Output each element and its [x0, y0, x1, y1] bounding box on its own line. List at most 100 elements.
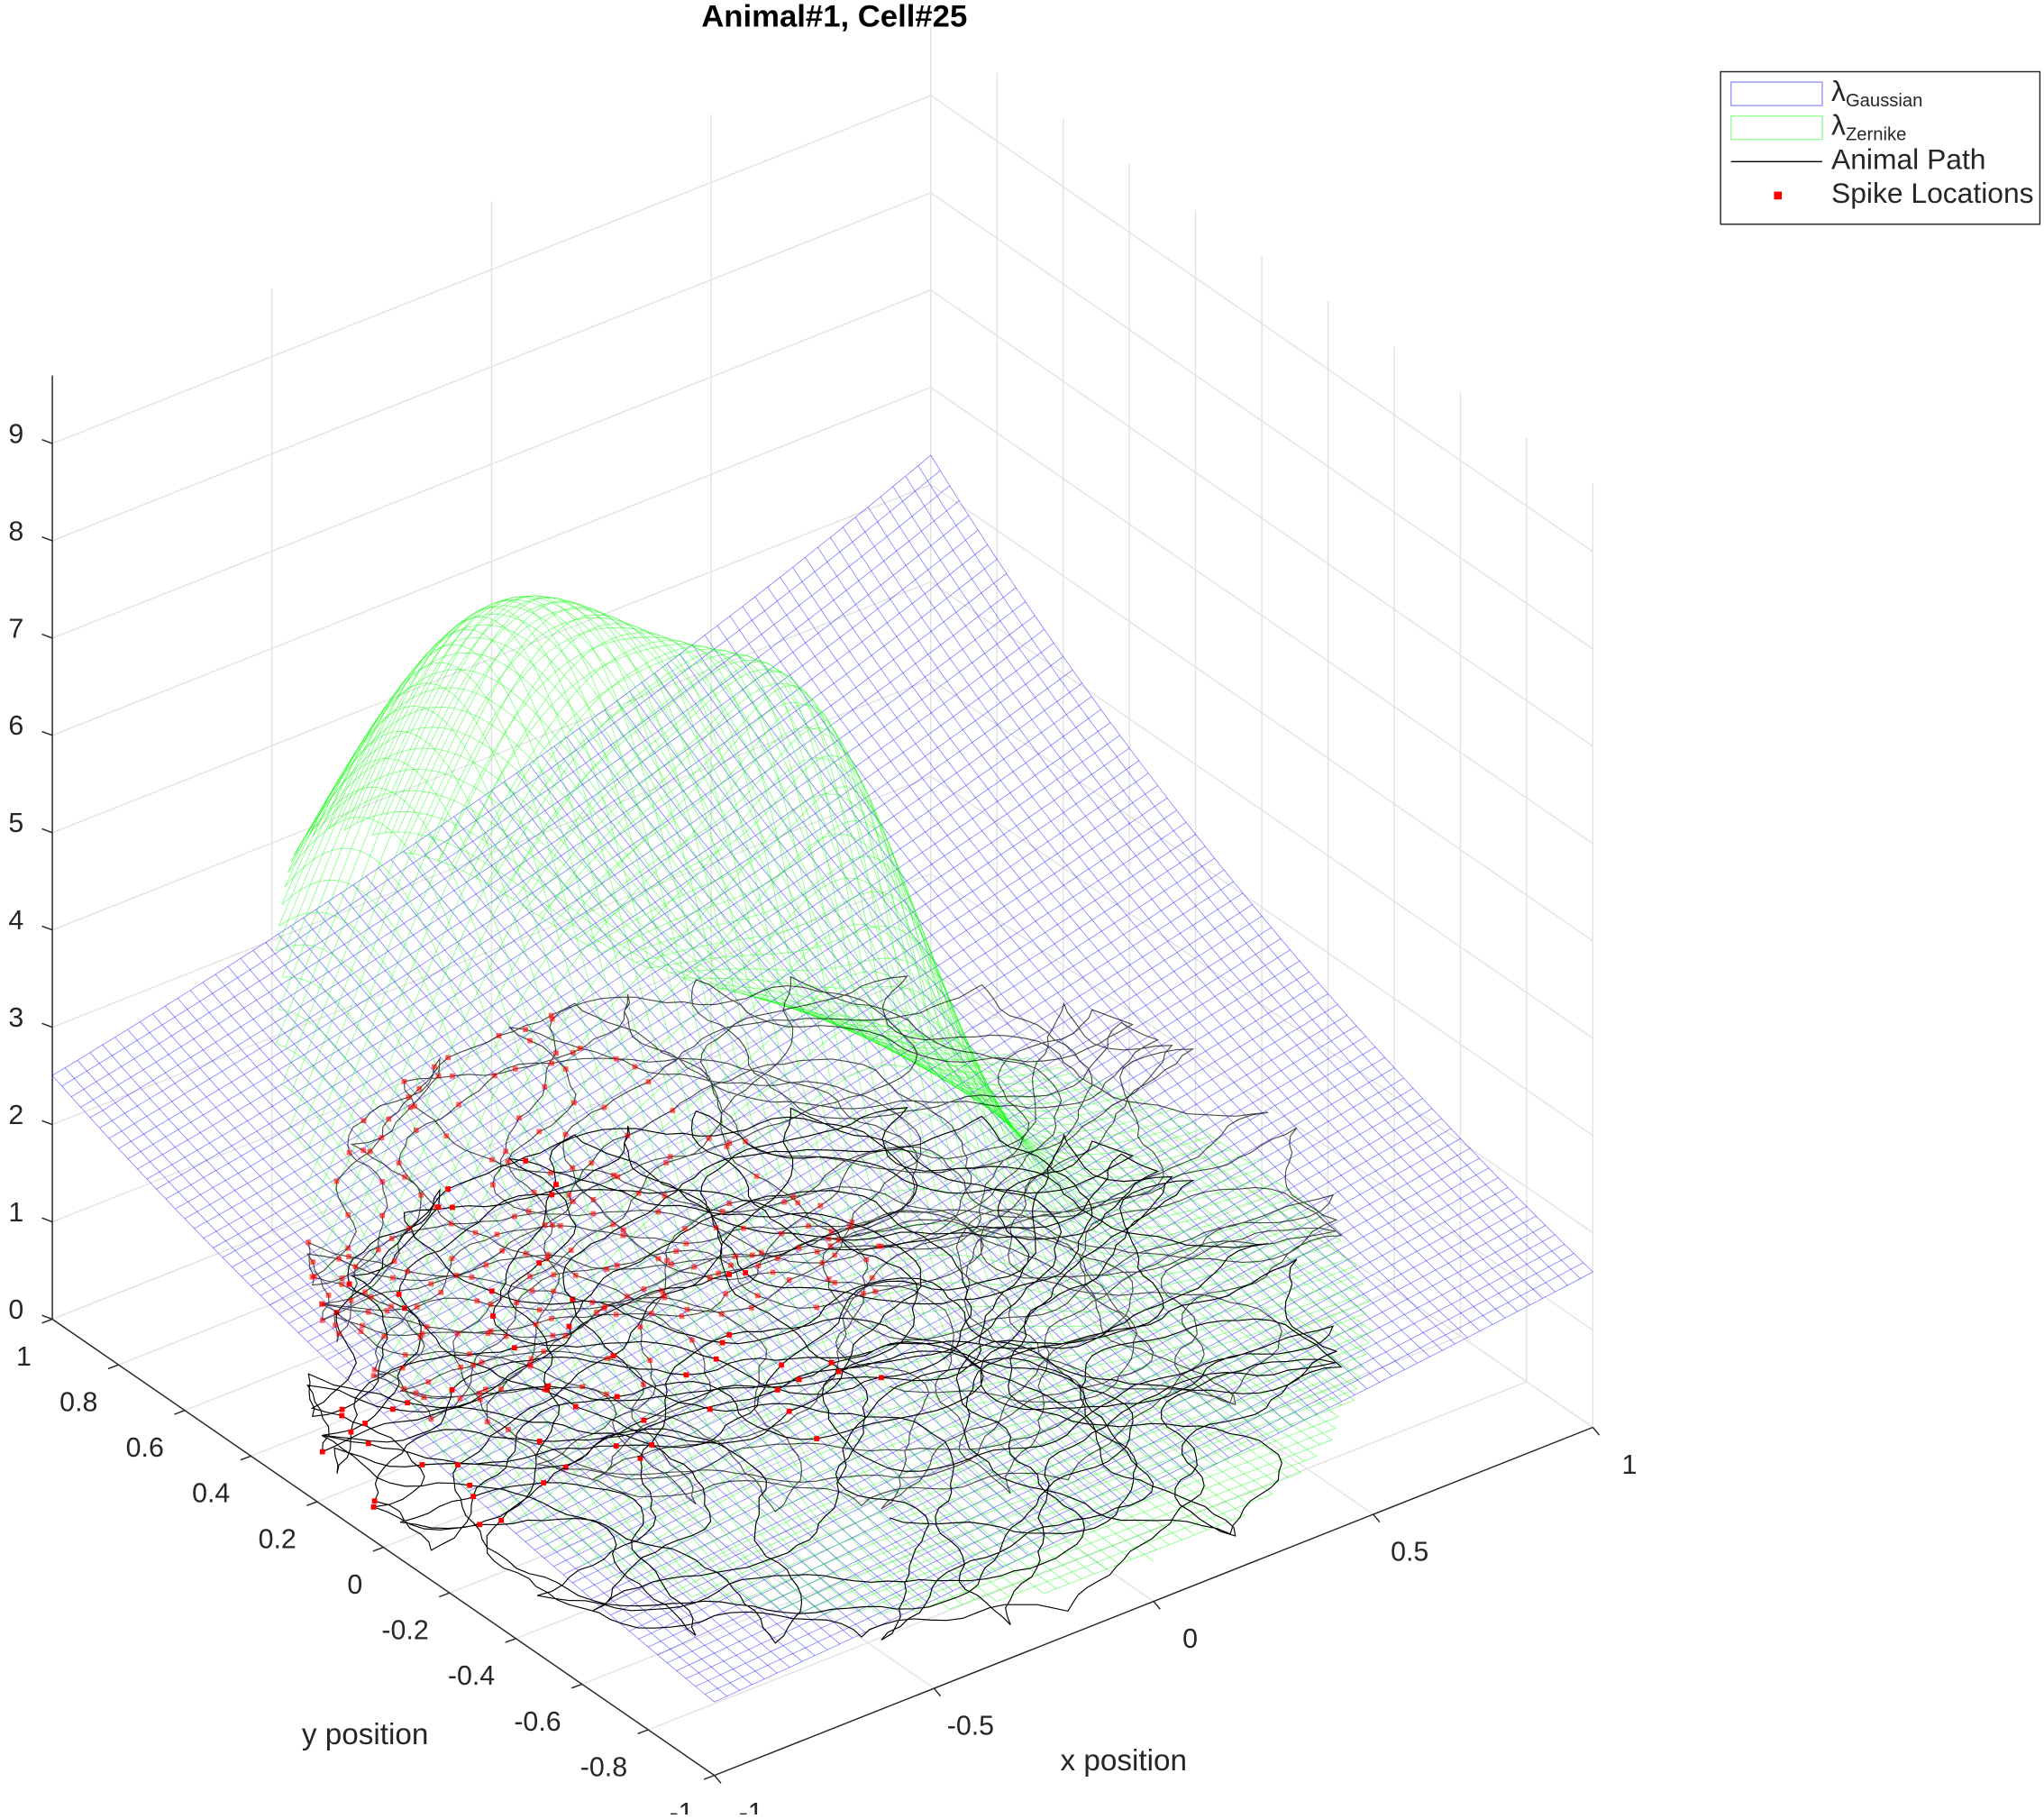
spike [549, 1060, 555, 1066]
spike [368, 1293, 374, 1300]
gaussian-surface-line [805, 557, 1468, 1339]
zernike-surface-line [808, 1010, 1339, 1417]
spike [826, 1276, 832, 1282]
spike [726, 1331, 733, 1338]
z-tick-label: 7 [8, 614, 23, 644]
spike [876, 1243, 881, 1249]
spike [345, 1245, 351, 1251]
gaussian-surface-line [767, 586, 1430, 1357]
grid-line [930, 581, 1593, 1039]
x-tick [933, 1687, 942, 1697]
zernike-surface-line [287, 687, 866, 1022]
y-tick-label: 0.6 [126, 1433, 164, 1463]
spike [472, 1229, 479, 1236]
spike [589, 1160, 595, 1166]
spike [603, 1391, 609, 1397]
spike [489, 1288, 495, 1294]
zernike-surface-line [377, 757, 1231, 1346]
spike [365, 1309, 371, 1315]
spike [406, 1094, 412, 1100]
spike [391, 1258, 397, 1264]
spike [386, 1116, 392, 1122]
spike [655, 1256, 662, 1262]
spike [489, 1156, 495, 1163]
spike [604, 1266, 609, 1272]
spike [399, 1365, 406, 1371]
spike [336, 1330, 342, 1337]
spike [346, 1281, 352, 1287]
gaussian-surface-line [127, 1028, 790, 1668]
zernike-surface-line [538, 685, 1182, 1540]
zernike-surface-line [908, 1030, 1364, 1367]
spike [774, 1256, 780, 1262]
spike [345, 1211, 351, 1218]
y-tick [41, 1318, 53, 1324]
zernike-surface-line [275, 944, 692, 1598]
spike [779, 1362, 785, 1368]
spike [360, 1322, 365, 1329]
spike [470, 1362, 476, 1368]
spike [418, 1192, 424, 1198]
grid-line [930, 192, 1593, 650]
spike [849, 1219, 855, 1225]
z-tick [41, 1120, 53, 1126]
z-tick [41, 1217, 53, 1223]
spike [365, 1440, 371, 1447]
zernike-surface-line [386, 793, 1240, 1361]
spike [549, 1016, 555, 1022]
spike [381, 1333, 388, 1339]
zernike-surface-line [450, 632, 1095, 1575]
spike [455, 1330, 461, 1337]
zernike-surface-line [425, 614, 1070, 1585]
spike [755, 1263, 762, 1269]
spike [375, 1247, 381, 1253]
y-tick-label: -0.6 [514, 1707, 561, 1737]
spike [620, 1232, 626, 1239]
gaussian-surface-line [479, 799, 1142, 1502]
spike [419, 1330, 425, 1337]
spike [396, 1160, 402, 1165]
spike [485, 1330, 491, 1337]
legend-label: λZernike [1831, 109, 1906, 145]
spike [311, 1274, 317, 1280]
spike [401, 1078, 407, 1084]
spike [428, 1416, 434, 1422]
spike [614, 1394, 620, 1400]
spike [663, 1160, 670, 1165]
spike [413, 1390, 419, 1396]
z-tick-label: 2 [8, 1101, 23, 1130]
spike [550, 1332, 556, 1339]
legend-swatch [1729, 81, 1823, 106]
gaussian-surface-line [428, 834, 1091, 1526]
spike [683, 1240, 689, 1247]
spike [613, 1312, 619, 1318]
zernike-surface-line [551, 703, 1195, 1536]
spike [753, 1174, 760, 1179]
zernike-surface-line [320, 1254, 472, 1495]
spike [496, 1033, 502, 1038]
grid-line [930, 387, 1593, 845]
spike [512, 1066, 518, 1072]
spike [716, 1270, 722, 1276]
gaussian-surface-line [817, 547, 1481, 1331]
spike [371, 1367, 378, 1373]
spike [670, 1108, 676, 1113]
spike [526, 1361, 533, 1367]
zernike-surface-line [824, 1416, 1339, 1615]
z-tick-label: 8 [8, 516, 23, 546]
spike [456, 1101, 461, 1108]
spike [433, 1204, 439, 1210]
spike [529, 1288, 535, 1293]
gaussian-surface-line [930, 454, 1593, 1273]
spike [662, 1193, 668, 1199]
animal-path [306, 975, 1343, 1513]
spike [407, 1104, 414, 1111]
spike [488, 1328, 494, 1334]
gaussian-surface-line [905, 476, 1568, 1286]
spike [706, 1135, 712, 1141]
gaussian-surface-line [504, 782, 1167, 1489]
y-tick-label: 0.8 [59, 1387, 97, 1417]
spike [601, 1305, 607, 1312]
grid-line [930, 484, 1593, 942]
spike [649, 1442, 655, 1448]
